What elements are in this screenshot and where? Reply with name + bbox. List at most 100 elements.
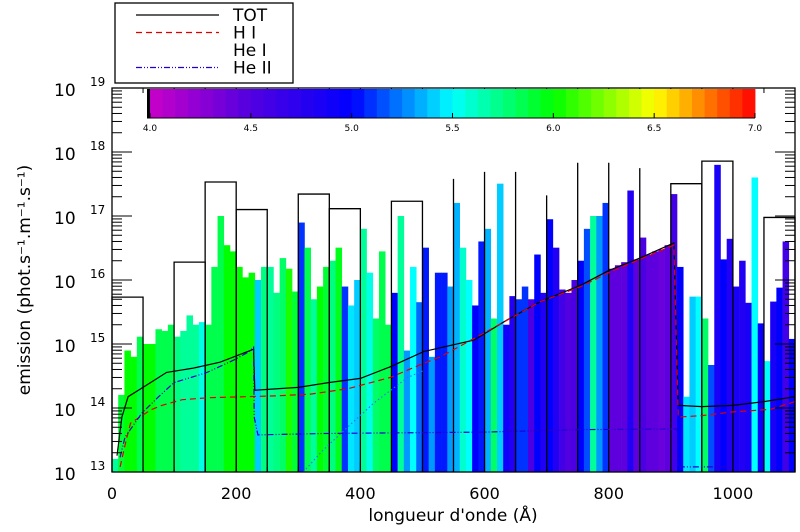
bar (571, 280, 578, 472)
bar (167, 324, 175, 472)
bar (292, 291, 299, 472)
y-tick-exponent: 14 (90, 395, 105, 409)
bar (559, 289, 566, 472)
bar (788, 338, 796, 472)
colorbar-swatch (528, 89, 542, 118)
y-tick-label: 10 (54, 401, 76, 421)
bar (329, 260, 336, 472)
bar (689, 296, 696, 472)
colorbar-swatch (553, 89, 567, 118)
bar (149, 344, 156, 472)
bar (267, 266, 274, 472)
colorbar-swatch (313, 89, 327, 118)
colorbar-swatch (452, 89, 466, 118)
bar (397, 216, 405, 472)
y-tick-label: 10 (54, 337, 76, 357)
series-line-h-i (119, 244, 796, 468)
colorbar-swatch (427, 89, 441, 118)
bar (416, 302, 423, 472)
bar (472, 305, 479, 472)
y-tick-exponent: 17 (90, 203, 105, 217)
bar (540, 292, 547, 472)
colorbar-swatch (213, 89, 227, 118)
colorbar-under-swatch (147, 89, 150, 118)
bar (652, 251, 659, 472)
bar (310, 299, 318, 472)
bar (261, 266, 268, 472)
bar (496, 183, 504, 472)
bar (335, 247, 343, 472)
colorbar-swatch (704, 89, 718, 118)
colorbar-swatch (679, 89, 693, 118)
colorbar-swatch (439, 89, 453, 118)
legend-label: He I (233, 41, 267, 61)
series-line-tot (116, 241, 796, 456)
bar (205, 324, 212, 472)
tot-histogram-bin (390, 200, 424, 472)
colorbar-swatch (288, 89, 302, 118)
colorbar-swatch (276, 89, 290, 118)
x-tick-label: 200 (221, 484, 252, 503)
bar (695, 296, 703, 472)
bar (254, 280, 262, 472)
bar (323, 266, 330, 472)
bar (453, 202, 461, 472)
colorbar-swatch (515, 89, 529, 118)
bar (285, 268, 293, 472)
colorbar-swatch (364, 89, 378, 118)
bar (639, 237, 647, 472)
bar (223, 245, 231, 472)
bar (242, 277, 249, 472)
colorbar-swatch (717, 89, 731, 118)
bar (683, 396, 690, 472)
bar (739, 260, 746, 472)
bar (161, 330, 169, 472)
bar (608, 268, 616, 472)
bar (441, 272, 448, 472)
colorbar-tick-label: 4.0 (143, 124, 158, 134)
bar (664, 245, 672, 472)
bar (763, 361, 771, 472)
bar (366, 272, 374, 472)
y-axis-title: emission (phot.s⁻¹.m⁻¹.s⁻¹) (15, 165, 35, 396)
colorbar-tick-label: 7.0 (748, 124, 763, 134)
bar (459, 247, 467, 472)
bar (279, 258, 287, 472)
bar (341, 286, 349, 472)
bar (590, 216, 597, 472)
bar (552, 247, 560, 472)
y-tick-label: 10 (54, 81, 76, 101)
bar (112, 458, 119, 472)
x-tick-label: 0 (107, 484, 117, 503)
legend-label: TOT (232, 6, 268, 26)
bar (403, 350, 411, 472)
y-tick-label: 10 (54, 209, 76, 229)
bar (677, 266, 684, 472)
legend-label: He II (233, 59, 272, 79)
bar (434, 272, 442, 472)
colorbar-swatch (654, 89, 668, 118)
axes: 0 200 400 600 800 1000 10 13 10 14 10 15 10 16 10 17 10 1… (54, 75, 796, 503)
colorbar-swatch (565, 89, 579, 118)
tot-histogram (111, 160, 796, 472)
y-tick-label: 10 (54, 465, 76, 485)
bar (583, 228, 591, 472)
colorbar-swatch (301, 89, 315, 118)
colorbar-swatch (250, 89, 264, 118)
colorbar-swatch (729, 89, 743, 118)
bar (465, 280, 473, 472)
bar (528, 299, 535, 472)
colorbar-tick-label: 5.5 (445, 124, 459, 134)
bar (174, 336, 181, 472)
colorbar-swatch (389, 89, 403, 118)
bar (354, 280, 361, 472)
bar (509, 296, 516, 472)
tot-histogram-bin (328, 208, 362, 472)
bar (621, 262, 628, 472)
colorbar-swatch (502, 89, 516, 118)
bar (534, 254, 541, 472)
bar (490, 318, 498, 472)
bar (515, 299, 523, 472)
bar (378, 251, 386, 472)
